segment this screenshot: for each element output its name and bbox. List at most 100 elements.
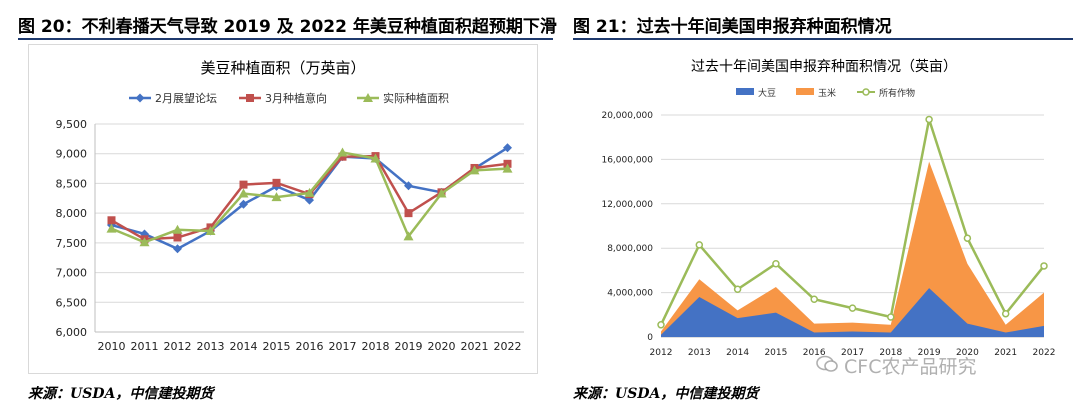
- legend-label: 所有作物: [879, 87, 915, 99]
- left-source-note: 来源：USDA，中信建投期货: [28, 386, 214, 402]
- wechat-icon: [816, 355, 838, 378]
- legend-swatch: [736, 88, 754, 95]
- legend-label: 玉米: [818, 87, 836, 99]
- x-tick-label: 2016: [296, 340, 324, 353]
- data-point: [139, 237, 150, 247]
- right-title-rule: [573, 38, 1073, 40]
- legend-label: 3月种植意向: [265, 91, 327, 105]
- left-chart-panel: 美豆种植面积（万英亩） 2月展望论坛 3月种植意向 实际种植面积 6,000 6,500 7…: [28, 44, 538, 374]
- x-tick-label: 2017: [841, 348, 864, 358]
- data-point: [239, 199, 248, 209]
- series-area: [661, 288, 1044, 337]
- x-tick-label: 2019: [395, 340, 423, 353]
- x-tick-label: 2019: [918, 348, 941, 358]
- data-point: [272, 178, 281, 187]
- x-tick-label: 2020: [428, 340, 456, 353]
- y-tick-label: 7,500: [56, 237, 88, 250]
- y-tick-label: 4,000,000: [607, 289, 653, 299]
- right-figure-title: 图 21：过去十年间美国申报弃种面积情况: [573, 17, 892, 37]
- x-tick-label: 2018: [362, 340, 390, 353]
- data-point: [436, 188, 447, 198]
- data-point: [695, 241, 704, 249]
- data-point: [733, 285, 742, 294]
- x-tick-label: 2015: [764, 348, 787, 358]
- data-point: [404, 209, 413, 218]
- right-chart-panel: 过去十年间美国申报弃种面积情况（英亩） 大豆 玉米 所有作物 0 4,000,000 8,0…: [573, 44, 1073, 374]
- x-tick-label: 2022: [494, 340, 522, 353]
- data-point: [106, 223, 117, 233]
- abandoned-area-area-chart: 过去十年间美国申报弃种面积情况（英亩） 大豆 玉米 所有作物 0 4,000,000 8,0…: [601, 58, 1056, 358]
- series-line: [659, 119, 1045, 326]
- data-point: [338, 152, 347, 161]
- data-point: [107, 216, 116, 225]
- x-tick-label: 2012: [164, 340, 192, 353]
- watermark-text: CFC农产品研究: [844, 356, 977, 378]
- left-figure-title: 图 20：不利春播天气导致 2019 及 2022 年美豆种植面积超预期下滑: [18, 17, 557, 37]
- data-point: [239, 180, 248, 189]
- watermark: CFC农产品研究: [816, 352, 976, 379]
- data-point: [173, 233, 182, 242]
- y-tick-label: 16,000,000: [601, 155, 653, 165]
- x-tick-label: 2021: [461, 340, 489, 353]
- right-source-note: 来源：USDA，中信建投期货: [573, 386, 759, 402]
- chart-title: 美豆种植面积（万英亩）: [200, 59, 365, 77]
- y-tick-label: 12,000,000: [601, 200, 653, 210]
- x-tick-label: 2021: [994, 348, 1017, 358]
- series-area: [661, 161, 1044, 337]
- x-tick-label: 2020: [956, 348, 979, 358]
- x-tick-label: 2012: [650, 348, 673, 358]
- legend-label: 2月展望论坛: [155, 91, 217, 105]
- data-point: [469, 165, 480, 175]
- data-point: [403, 231, 414, 241]
- left-title-rule: [18, 38, 553, 40]
- x-tick-label: 2022: [1033, 348, 1056, 358]
- y-tick-label: 7,000: [56, 267, 88, 280]
- y-tick-label: 20,000,000: [601, 111, 653, 121]
- data-point: [238, 188, 249, 198]
- data-point: [404, 181, 413, 191]
- y-tick-label: 6,000: [56, 326, 88, 339]
- y-tick-label: 8,000: [56, 207, 88, 220]
- x-tick-label: 2015: [263, 340, 291, 353]
- x-tick-label: 2013: [688, 348, 711, 358]
- data-point: [503, 143, 512, 153]
- data-point: [172, 224, 183, 234]
- data-point: [963, 234, 972, 242]
- y-tick-label: 9,500: [56, 118, 88, 131]
- x-tick-label: 2011: [131, 340, 159, 353]
- data-point: [337, 147, 348, 157]
- legend-label: 大豆: [758, 87, 776, 99]
- data-point: [1001, 309, 1010, 318]
- y-tick-label: 6,500: [56, 296, 88, 309]
- data-point: [925, 115, 933, 124]
- data-point: [304, 187, 315, 197]
- y-tick-label: 9,000: [56, 148, 88, 161]
- legend-marker: [246, 94, 254, 102]
- chart-title: 过去十年间美国申报弃种面积情况（英亩）: [691, 58, 957, 75]
- data-point: [205, 225, 216, 235]
- y-tick-label: 0: [647, 333, 653, 343]
- y-tick-label: 8,500: [56, 177, 88, 190]
- data-point: [657, 321, 665, 329]
- y-tick-label: 8,000,000: [607, 244, 653, 254]
- data-point: [848, 304, 857, 312]
- x-tick-label: 2010: [98, 340, 126, 353]
- x-tick-label: 2014: [726, 348, 749, 358]
- data-point: [810, 295, 818, 304]
- x-tick-label: 2013: [197, 340, 225, 353]
- x-tick-label: 2016: [803, 348, 826, 358]
- soybean-planted-area-line-chart: 美豆种植面积（万英亩） 2月展望论坛 3月种植意向 实际种植面积 6,000 6,500 7…: [56, 59, 524, 353]
- x-tick-label: 2017: [329, 340, 357, 353]
- legend-marker: [363, 93, 373, 102]
- data-point: [271, 192, 282, 202]
- legend-label: 实际种植面积: [383, 91, 449, 105]
- data-point: [370, 153, 381, 163]
- x-tick-label: 2018: [879, 348, 902, 358]
- data-point: [772, 259, 780, 268]
- legend-marker: [862, 88, 870, 96]
- x-tick-label: 2014: [230, 340, 258, 353]
- data-point: [1040, 262, 1048, 270]
- data-point: [502, 163, 513, 173]
- data-point: [887, 313, 895, 321]
- data-point: [173, 244, 182, 254]
